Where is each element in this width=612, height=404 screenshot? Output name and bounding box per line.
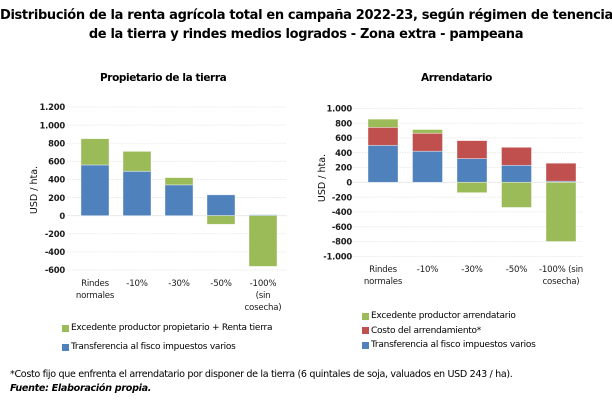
- legend-label: Costo del arrendamiento*: [371, 325, 482, 336]
- x-category-label: normales: [364, 277, 403, 287]
- legend-item: Transferencia al fisco impuestos varios: [362, 340, 536, 350]
- y-tick-label: 1.000: [327, 104, 353, 114]
- source-note: Fuente: Elaboración propia.: [10, 383, 152, 394]
- y-tick-label: -200: [332, 192, 353, 202]
- bar-segment: [456, 140, 488, 159]
- y-tick-label: 600: [335, 133, 352, 143]
- y-axis-title: USD / hta.: [317, 154, 328, 202]
- bar-segment: [367, 118, 399, 128]
- y-axis-title: USD / hta.: [29, 166, 40, 214]
- legend-swatch: [362, 327, 369, 334]
- bar-segment: [80, 138, 110, 166]
- x-category-label: Rindes: [81, 279, 110, 289]
- x-category-label: -30%: [168, 279, 189, 289]
- x-category-label: Rindes: [369, 265, 398, 275]
- y-tick-label: 400: [48, 175, 65, 185]
- footnote: *Costo fijo que enfrenta el arrendatario…: [10, 369, 513, 380]
- bar-segment: [501, 146, 532, 166]
- x-category-label: -30%: [461, 265, 482, 275]
- y-tick-label: -600: [45, 265, 66, 275]
- legend-swatch: [62, 324, 69, 332]
- chart-title-propietario: Propietario de la tierra: [100, 72, 227, 84]
- y-tick-label: -800: [332, 237, 353, 247]
- x-category-label: -100%: [250, 279, 277, 289]
- y-tick-label: -600: [332, 222, 353, 232]
- main-title: Distribución de la renta agrícola total …: [0, 6, 612, 44]
- y-tick-label: 800: [335, 118, 352, 128]
- bar-segment: [80, 164, 110, 217]
- bar-segment: [248, 215, 278, 267]
- y-tick-label: 200: [48, 193, 65, 203]
- y-tick-label: 1.200: [40, 102, 66, 112]
- chart-title-arrendatario: Arrendatario: [421, 72, 492, 84]
- bar-segment: [367, 126, 399, 146]
- legend-swatch: [362, 312, 369, 320]
- bar-segment: [122, 151, 152, 172]
- y-tick-label: 600: [48, 157, 65, 167]
- legend-item: Excedente productor propietario + Renta …: [62, 323, 272, 333]
- bar-segment: [501, 181, 532, 208]
- bar-segment: [456, 181, 488, 194]
- main-title-line-1: Distribución de la renta agrícola total …: [0, 8, 612, 23]
- x-category-label: -50%: [210, 279, 231, 289]
- x-category-label: -100% (sin: [539, 265, 583, 275]
- bar-segment: [367, 144, 399, 183]
- main-title-line-2: de la tierra y rindes medios logrados - …: [88, 27, 524, 42]
- bar-segment: [412, 132, 443, 152]
- y-tick-label: -400: [332, 207, 353, 217]
- y-tick-label: 1.000: [40, 120, 66, 130]
- legend-swatch: [62, 343, 69, 351]
- y-tick-label: 0: [346, 178, 352, 188]
- chart-propietario: 1.200 1.000 800 600 400 200 0 -200 -400 -600 USD /…: [29, 102, 287, 313]
- legend-item: Costo del arrendamiento*: [362, 326, 481, 336]
- legend-label: Excedente productor arrendatario: [371, 311, 516, 321]
- chart-arrendatario: 1.000 800 600 400 200 0 -200 -400 -600 -800 -1.000…: [317, 104, 583, 288]
- bar-segment: [412, 129, 443, 134]
- y-tick-label: -400: [45, 247, 66, 257]
- bar-segment: [456, 158, 488, 183]
- legend-label: Transferencia al fisco impuestos varios: [371, 340, 536, 350]
- y-tick-label: -1.000: [323, 252, 352, 262]
- bar-segment: [412, 150, 443, 183]
- y-tick-label: 0: [59, 211, 65, 221]
- legend-label: Transferencia al fisco impuestos varios: [71, 342, 236, 352]
- x-category-label: cosecha): [245, 303, 282, 313]
- y-tick-label: -200: [45, 229, 66, 239]
- bar-segment: [545, 162, 577, 182]
- bar-segment: [164, 177, 194, 186]
- legend-item: Transferencia al fisco impuestos varios: [62, 342, 236, 352]
- bar-segment: [206, 215, 236, 225]
- bar-segment: [122, 170, 152, 217]
- x-category-label: normales: [76, 291, 115, 301]
- legend-swatch: [362, 341, 369, 349]
- x-category-label: (sin: [256, 291, 271, 301]
- x-category-label: -10%: [417, 265, 438, 275]
- x-category-label: cosecha): [543, 277, 580, 287]
- y-tick-label: 800: [48, 138, 65, 148]
- y-tick-label: 400: [335, 148, 352, 158]
- bar-segment: [501, 164, 532, 183]
- y-tick-label: 200: [335, 163, 352, 173]
- legend-label: Excedente productor propietario + Renta …: [71, 323, 273, 333]
- bar-segment: [164, 184, 194, 217]
- x-category-label: -50%: [506, 265, 527, 275]
- legend-item: Excedente productor arrendatario: [362, 311, 516, 321]
- bar-segment: [206, 194, 236, 217]
- bar-segment: [545, 181, 577, 242]
- x-category-label: -10%: [126, 279, 147, 289]
